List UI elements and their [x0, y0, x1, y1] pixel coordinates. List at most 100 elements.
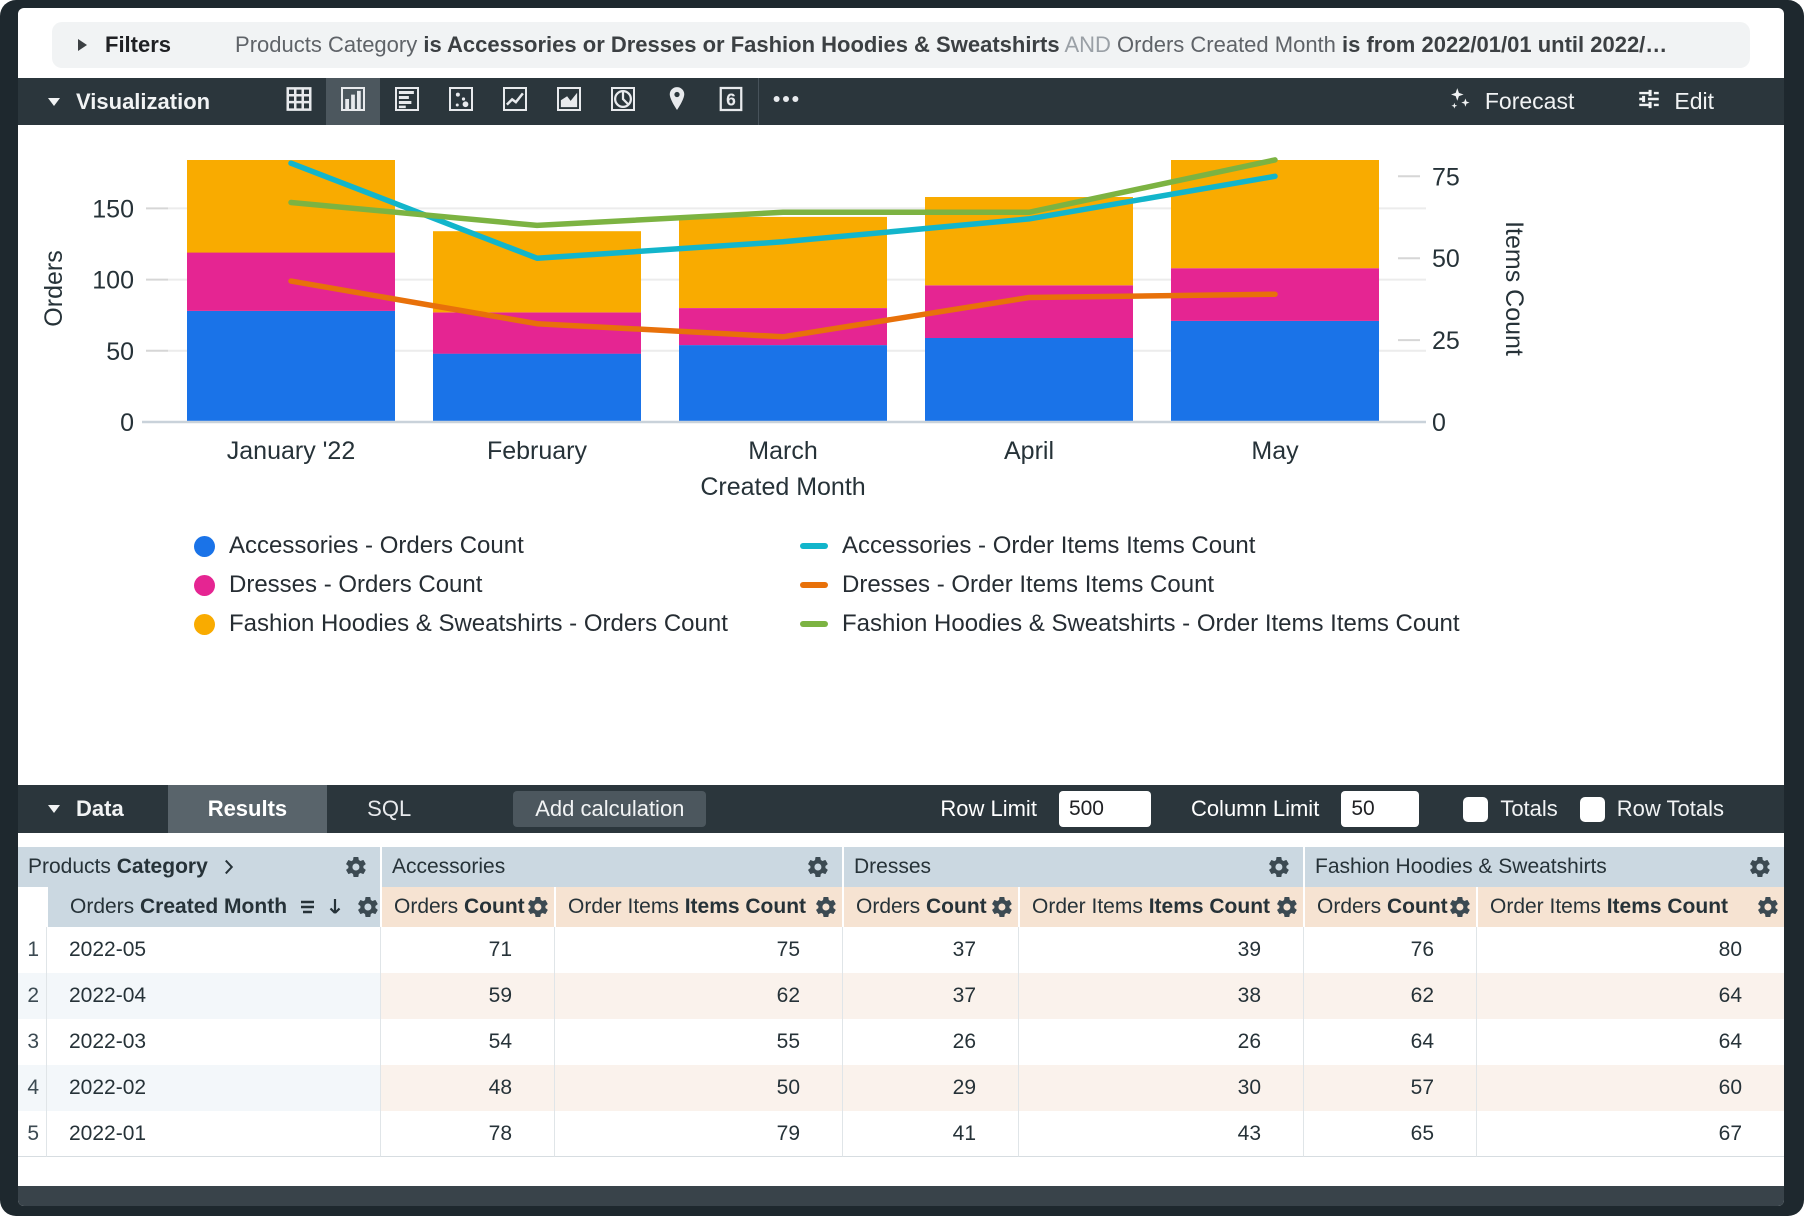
measure-cell[interactable]: 29 — [842, 1065, 1018, 1111]
label-bold: Category — [116, 855, 208, 878]
measure-cell[interactable]: 75 — [554, 927, 842, 973]
sort-desc-arrow-icon[interactable] — [325, 896, 345, 918]
measure-cell[interactable]: 80 — [1476, 927, 1784, 973]
measure-cell[interactable]: 78 — [380, 1111, 554, 1157]
horizontal-scrollbar[interactable] — [18, 1186, 1784, 1206]
measure-cell[interactable]: 59 — [380, 973, 554, 1019]
measure-cell[interactable]: 57 — [1303, 1065, 1476, 1111]
measure-cell[interactable]: 64 — [1303, 1019, 1476, 1065]
forecast-button[interactable]: Forecast — [1447, 86, 1574, 118]
measure-cell[interactable]: 64 — [1476, 1019, 1784, 1065]
viz-type-table-chart-button[interactable] — [272, 78, 326, 125]
viz-type-scatter-plot-button[interactable] — [434, 78, 488, 125]
measure-cell[interactable]: 37 — [842, 973, 1018, 1019]
viz-type-map-button[interactable] — [650, 78, 704, 125]
column-header-orders-created-month[interactable]: Orders Created Month — [46, 887, 380, 927]
svg-text:6: 6 — [726, 89, 736, 109]
group-header-pivot[interactable]: Accessories — [380, 847, 842, 887]
totals-toggle[interactable]: Totals — [1463, 796, 1558, 822]
edit-button[interactable]: Edit — [1636, 86, 1714, 118]
gear-icon[interactable] — [1448, 895, 1472, 919]
totals-checkbox[interactable] — [1463, 796, 1489, 822]
table-sub-header-row: Orders Created Month Orders Count Order It… — [18, 887, 1784, 927]
gear-icon[interactable] — [344, 855, 368, 879]
column-header-measure[interactable]: Order Items Items Count — [1018, 887, 1303, 927]
dimension-cell[interactable]: 2022-05 — [46, 927, 380, 973]
viz-type-area-chart-button[interactable] — [542, 78, 596, 125]
viz-type-more-options-button[interactable] — [758, 78, 812, 125]
visualization-title: Visualization — [76, 88, 211, 114]
combo-chart-canvas[interactable]: 0 50 100 150 0 25 50 75 January '22 February March… — [18, 125, 1784, 530]
column-header-measure[interactable]: Orders Count — [842, 887, 1018, 927]
measure-cell[interactable]: 41 — [842, 1111, 1018, 1157]
column-header-measure[interactable]: Orders Count — [1303, 887, 1476, 927]
measure-cell[interactable]: 48 — [380, 1065, 554, 1111]
viz-type-bar-chart-button[interactable] — [380, 78, 434, 125]
measure-cell[interactable]: 50 — [554, 1065, 842, 1111]
measure-cell[interactable]: 62 — [554, 973, 842, 1019]
viz-type-line-chart-button[interactable] — [488, 78, 542, 125]
measure-cell[interactable]: 79 — [554, 1111, 842, 1157]
viz-type-pie-chart-button[interactable] — [596, 78, 650, 125]
filter-summary: Products Category is Accessories or Dres… — [235, 32, 1667, 58]
measure-cell[interactable]: 60 — [1476, 1065, 1784, 1111]
dimension-cell[interactable]: 2022-02 — [46, 1065, 380, 1111]
dimension-cell[interactable]: 2022-01 — [46, 1111, 380, 1157]
filters-bar[interactable]: Filters Products Category is Accessories… — [52, 22, 1750, 68]
measure-cell[interactable]: 65 — [1303, 1111, 1476, 1157]
gear-icon[interactable] — [1275, 895, 1299, 919]
gear-icon[interactable] — [990, 895, 1014, 919]
add-calculation-button[interactable]: Add calculation — [513, 791, 707, 827]
chevron-right-icon[interactable] — [218, 856, 240, 878]
visualization-collapse-toggle[interactable]: Visualization — [48, 89, 210, 115]
legend-label: Accessories - Orders Count — [229, 532, 524, 559]
measure-cell[interactable]: 76 — [1303, 927, 1476, 973]
tab-sql[interactable]: SQL — [367, 796, 412, 821]
measure-cell[interactable]: 62 — [1303, 973, 1476, 1019]
measure-cell[interactable]: 37 — [842, 927, 1018, 973]
group-header-products-category[interactable]: Products Category — [18, 847, 380, 887]
gear-icon[interactable] — [526, 895, 550, 919]
measure-cell[interactable]: 54 — [380, 1019, 554, 1065]
measure-cell[interactable]: 26 — [1018, 1019, 1303, 1065]
measure-cell[interactable]: 43 — [1018, 1111, 1303, 1157]
column-header-measure[interactable]: Order Items Items Count — [554, 887, 842, 927]
dimension-cell[interactable]: 2022-03 — [46, 1019, 380, 1065]
row-totals-checkbox[interactable] — [1579, 796, 1605, 822]
gear-icon[interactable] — [356, 895, 380, 919]
group-header-pivot[interactable]: Dresses — [842, 847, 1303, 887]
measure-cell[interactable]: 64 — [1476, 973, 1784, 1019]
gear-icon[interactable] — [1267, 855, 1291, 879]
legend-circle-swatch — [194, 613, 215, 635]
gear-icon[interactable] — [806, 855, 830, 879]
measure-cell[interactable]: 38 — [1018, 973, 1303, 1019]
svg-text:100: 100 — [92, 267, 134, 295]
measure-cell[interactable]: 26 — [842, 1019, 1018, 1065]
column-header-measure[interactable]: Orders Count — [380, 887, 554, 927]
measure-cell[interactable]: 71 — [380, 927, 554, 973]
row-limit-input[interactable] — [1058, 791, 1151, 827]
measure-cell[interactable]: 55 — [554, 1019, 842, 1065]
column-limit-input[interactable] — [1341, 791, 1420, 827]
filters-expand-icon[interactable] — [78, 39, 87, 51]
gear-icon[interactable] — [1756, 895, 1780, 919]
label-bold: Created Month — [140, 895, 288, 918]
measure-cell[interactable]: 39 — [1018, 927, 1303, 973]
gear-icon[interactable] — [1748, 855, 1772, 879]
sort-list-icon[interactable] — [297, 896, 319, 918]
legend-item: Dresses - Order Items Items Count — [800, 571, 1744, 599]
dimension-cell[interactable]: 2022-04 — [46, 973, 380, 1019]
row-totals-toggle[interactable]: Row Totals — [1579, 796, 1724, 822]
measure-cell[interactable]: 67 — [1476, 1111, 1784, 1157]
column-header-measure[interactable]: Order Items Items Count — [1476, 887, 1784, 927]
viz-type-single-value-button[interactable]: 6 — [704, 78, 758, 125]
group-header-pivot[interactable]: Fashion Hoodies & Sweatshirts — [1303, 847, 1784, 887]
gear-icon[interactable] — [814, 895, 838, 919]
data-title: Data — [76, 796, 124, 821]
viz-type-column-chart-button[interactable] — [326, 78, 381, 125]
svg-text:January '22: January '22 — [227, 437, 355, 465]
bar-chart-icon — [392, 84, 422, 119]
measure-cell[interactable]: 30 — [1018, 1065, 1303, 1111]
data-collapse-toggle[interactable]: Data — [48, 796, 124, 822]
tab-results[interactable]: Results — [167, 785, 328, 833]
